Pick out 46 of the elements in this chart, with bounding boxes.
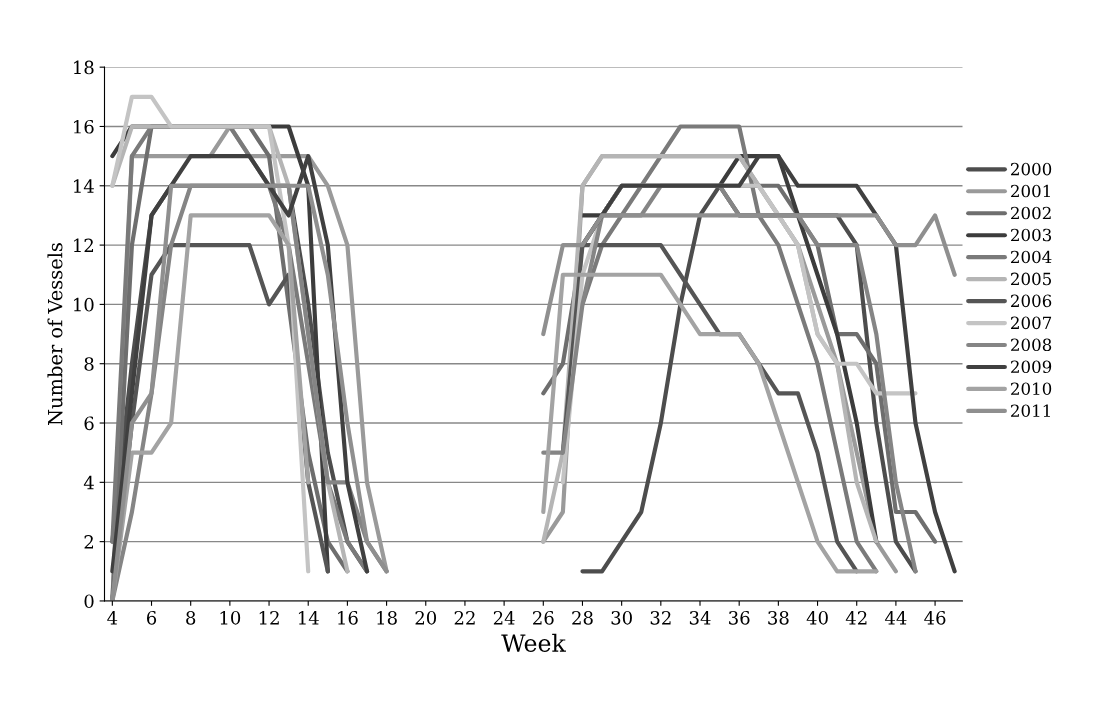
legend-label: 2006 xyxy=(1011,294,1052,308)
legend-label: 2007 xyxy=(1011,316,1052,330)
x-tick-label: 20 xyxy=(415,610,437,625)
x-tick-label: 22 xyxy=(454,610,475,625)
x-tick-label: 14 xyxy=(298,610,319,625)
x-tick-label: 18 xyxy=(377,610,397,625)
legend-label: 2005 xyxy=(1011,272,1052,286)
y-tick-label: 16 xyxy=(74,119,94,134)
y-tick-label: 0 xyxy=(84,594,94,609)
y-tick-label: 10 xyxy=(74,297,94,312)
legend-label: 2001 xyxy=(1011,184,1050,198)
legend-label: 2008 xyxy=(1011,338,1052,352)
x-tick-label: 40 xyxy=(806,610,828,625)
y-tick-label: 6 xyxy=(84,416,94,431)
x-tick-label: 16 xyxy=(338,610,358,625)
y-tick-label: 2 xyxy=(84,535,94,549)
x-tick-label: 10 xyxy=(220,610,241,625)
y-tick-label: 14 xyxy=(74,179,94,193)
x-tick-label: 34 xyxy=(689,610,711,625)
legend-label: 2009 xyxy=(1011,360,1052,374)
x-tick-label: 36 xyxy=(729,610,750,625)
x-tick-label: 28 xyxy=(572,610,593,625)
x-tick-label: 46 xyxy=(924,610,946,625)
x-tick-label: 32 xyxy=(650,610,671,625)
x-tick-label: 24 xyxy=(493,610,515,625)
y-tick-label: 4 xyxy=(83,475,94,490)
legend-label: 2000 xyxy=(1011,162,1052,176)
legend-label: 2011 xyxy=(1011,404,1050,417)
legend-label: 2010 xyxy=(1011,382,1052,396)
x-tick-label: 42 xyxy=(845,610,867,625)
y-tick-label: 8 xyxy=(84,357,94,371)
x-tick-label: 12 xyxy=(259,610,279,625)
legend-label: 2004 xyxy=(1011,250,1052,264)
x-tick-label: 8 xyxy=(186,610,196,625)
legend-label: 2003 xyxy=(1011,228,1052,242)
y-tick-label: 18 xyxy=(74,60,94,75)
legend-label: 2002 xyxy=(1011,206,1051,220)
x-tick-label: 30 xyxy=(611,610,632,625)
y-tick-label: 12 xyxy=(74,238,94,252)
x-tick-label: 6 xyxy=(146,610,157,625)
x-tick-label: 44 xyxy=(884,610,907,625)
x-tick-label: 4 xyxy=(107,610,118,625)
y-axis-title: Number of Vessels xyxy=(47,243,63,426)
x-tick-label: 26 xyxy=(533,610,554,625)
x-tick-label: 38 xyxy=(768,610,789,625)
x-axis-title: Week xyxy=(501,633,566,652)
